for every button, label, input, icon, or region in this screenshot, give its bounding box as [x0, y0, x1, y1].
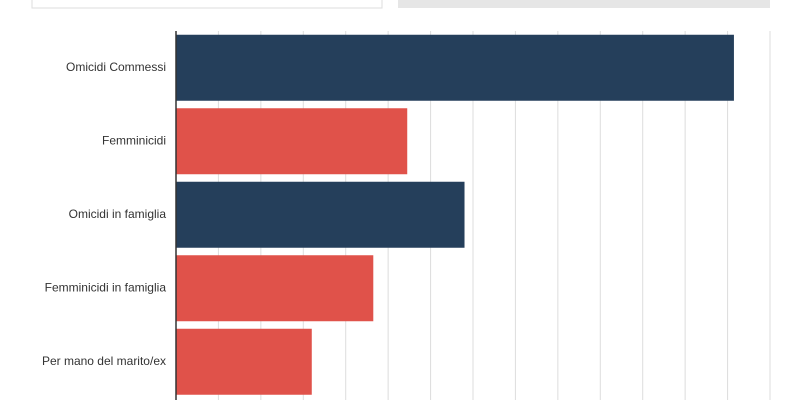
y-tick-label: Per mano del marito/ex	[42, 354, 166, 368]
y-tick-label: Omicidi Commessi	[66, 60, 166, 74]
bar	[176, 255, 374, 322]
header-box	[31, 0, 383, 9]
y-tick-label: Omicidi in famiglia	[69, 207, 167, 221]
y-tick-label: Femminicidi	[102, 133, 166, 147]
bar	[176, 181, 465, 248]
bar	[176, 34, 734, 101]
header-bar	[398, 0, 770, 8]
bar	[176, 328, 312, 395]
y-tick-label: Femminicidi in famiglia	[45, 280, 167, 294]
bar	[176, 108, 408, 175]
